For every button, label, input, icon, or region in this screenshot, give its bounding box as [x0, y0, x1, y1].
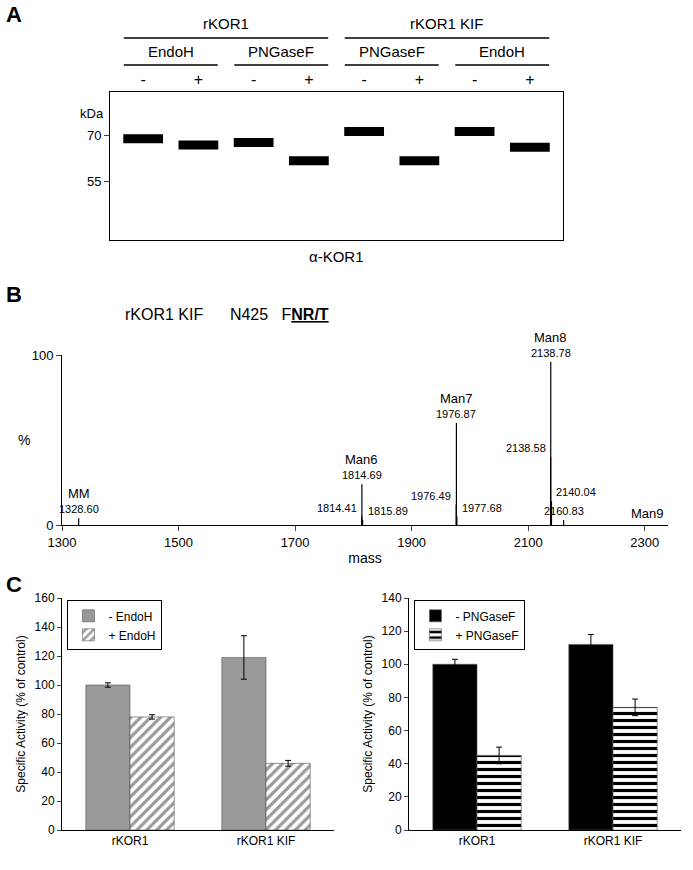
svg-text:Man6: Man6: [345, 452, 378, 467]
svg-text:kDa: kDa: [80, 106, 104, 121]
svg-text:rKOR1: rKOR1: [112, 834, 149, 848]
svg-text:20: 20: [41, 794, 55, 808]
svg-text:rKOR1: rKOR1: [203, 15, 249, 32]
svg-text:1815.89: 1815.89: [368, 505, 408, 517]
svg-text:PNGaseF: PNGaseF: [359, 43, 425, 60]
svg-text:1328.60: 1328.60: [59, 503, 99, 515]
svg-text:Specific Activity (% of contro: Specific Activity (% of control): [14, 635, 28, 792]
svg-text:Man8: Man8: [534, 330, 567, 345]
svg-text:1700: 1700: [281, 535, 310, 550]
svg-text:rKOR1 KIF: rKOR1 KIF: [237, 834, 296, 848]
svg-text:Man7: Man7: [440, 391, 473, 406]
svg-text:0: 0: [395, 823, 402, 837]
svg-text:40: 40: [388, 757, 402, 771]
svg-text:rKOR1 KIF N425 FNR/T: rKOR1 KIF N425 FNR/T: [125, 306, 329, 323]
svg-text:120: 120: [382, 624, 402, 638]
svg-text:α-KOR1: α-KOR1: [309, 248, 364, 265]
svg-text:MM: MM: [68, 486, 90, 501]
svg-text:100: 100: [382, 657, 402, 671]
svg-text:+: +: [194, 71, 203, 88]
svg-text:1814.69: 1814.69: [342, 469, 382, 481]
html-text:C: C: [6, 572, 22, 597]
svg-text:1976.49: 1976.49: [411, 490, 451, 502]
svg-text:2138.78: 2138.78: [531, 347, 571, 359]
svg-text:- EndoH: - EndoH: [108, 610, 152, 624]
svg-text:%: %: [18, 432, 30, 448]
svg-text:80: 80: [41, 707, 55, 721]
svg-text:160: 160: [35, 591, 55, 605]
svg-text:120: 120: [35, 649, 55, 663]
svg-text:2140.04: 2140.04: [556, 486, 596, 498]
svg-text:70: 70: [87, 128, 101, 143]
svg-text:1814.41: 1814.41: [317, 502, 357, 514]
svg-text:140: 140: [382, 591, 402, 605]
svg-text:0: 0: [48, 823, 55, 837]
svg-text:60: 60: [388, 724, 402, 738]
svg-text:2100: 2100: [514, 535, 543, 550]
svg-text:Man9: Man9: [631, 506, 664, 521]
svg-text:140: 140: [35, 620, 55, 634]
svg-text:1900: 1900: [397, 535, 426, 550]
svg-text:20: 20: [388, 790, 402, 804]
svg-text:+: +: [304, 71, 313, 88]
svg-text:-: -: [361, 71, 366, 88]
svg-text:0: 0: [46, 518, 53, 533]
svg-text:-: -: [140, 71, 145, 88]
svg-text:55: 55: [87, 174, 101, 189]
svg-text:+: +: [525, 71, 534, 88]
svg-text:2138.58: 2138.58: [506, 442, 546, 454]
svg-text:60: 60: [41, 736, 55, 750]
svg-text:+ PNGaseF: + PNGaseF: [455, 629, 518, 643]
svg-text:EndoH: EndoH: [148, 43, 194, 60]
svg-text:40: 40: [41, 765, 55, 779]
svg-text:2160.83: 2160.83: [544, 505, 584, 517]
svg-text:1977.68: 1977.68: [462, 502, 502, 514]
svg-text:mass: mass: [348, 550, 381, 566]
svg-text:1976.87: 1976.87: [436, 408, 476, 420]
svg-text:2300: 2300: [630, 535, 659, 550]
svg-text:rKOR1: rKOR1: [459, 834, 496, 848]
svg-text:+: +: [415, 71, 424, 88]
html-text:B: B: [6, 282, 22, 307]
svg-text:-: -: [472, 71, 477, 88]
svg-text:EndoH: EndoH: [479, 43, 525, 60]
svg-text:1300: 1300: [48, 535, 77, 550]
svg-text:80: 80: [388, 691, 402, 705]
svg-text:rKOR1 KIF: rKOR1 KIF: [584, 834, 643, 848]
svg-text:100: 100: [35, 678, 55, 692]
svg-text:100: 100: [32, 348, 54, 363]
svg-text:PNGaseF: PNGaseF: [248, 43, 314, 60]
svg-text:1500: 1500: [164, 535, 193, 550]
svg-text:- PNGaseF: - PNGaseF: [455, 610, 515, 624]
svg-text:+ EndoH: + EndoH: [108, 629, 155, 643]
svg-text:Specific Activity (% of contro: Specific Activity (% of control): [361, 635, 375, 792]
svg-text:-: -: [251, 71, 256, 88]
svg-text:rKOR1 KIF: rKOR1 KIF: [410, 15, 483, 32]
html-text:A: A: [6, 2, 22, 27]
